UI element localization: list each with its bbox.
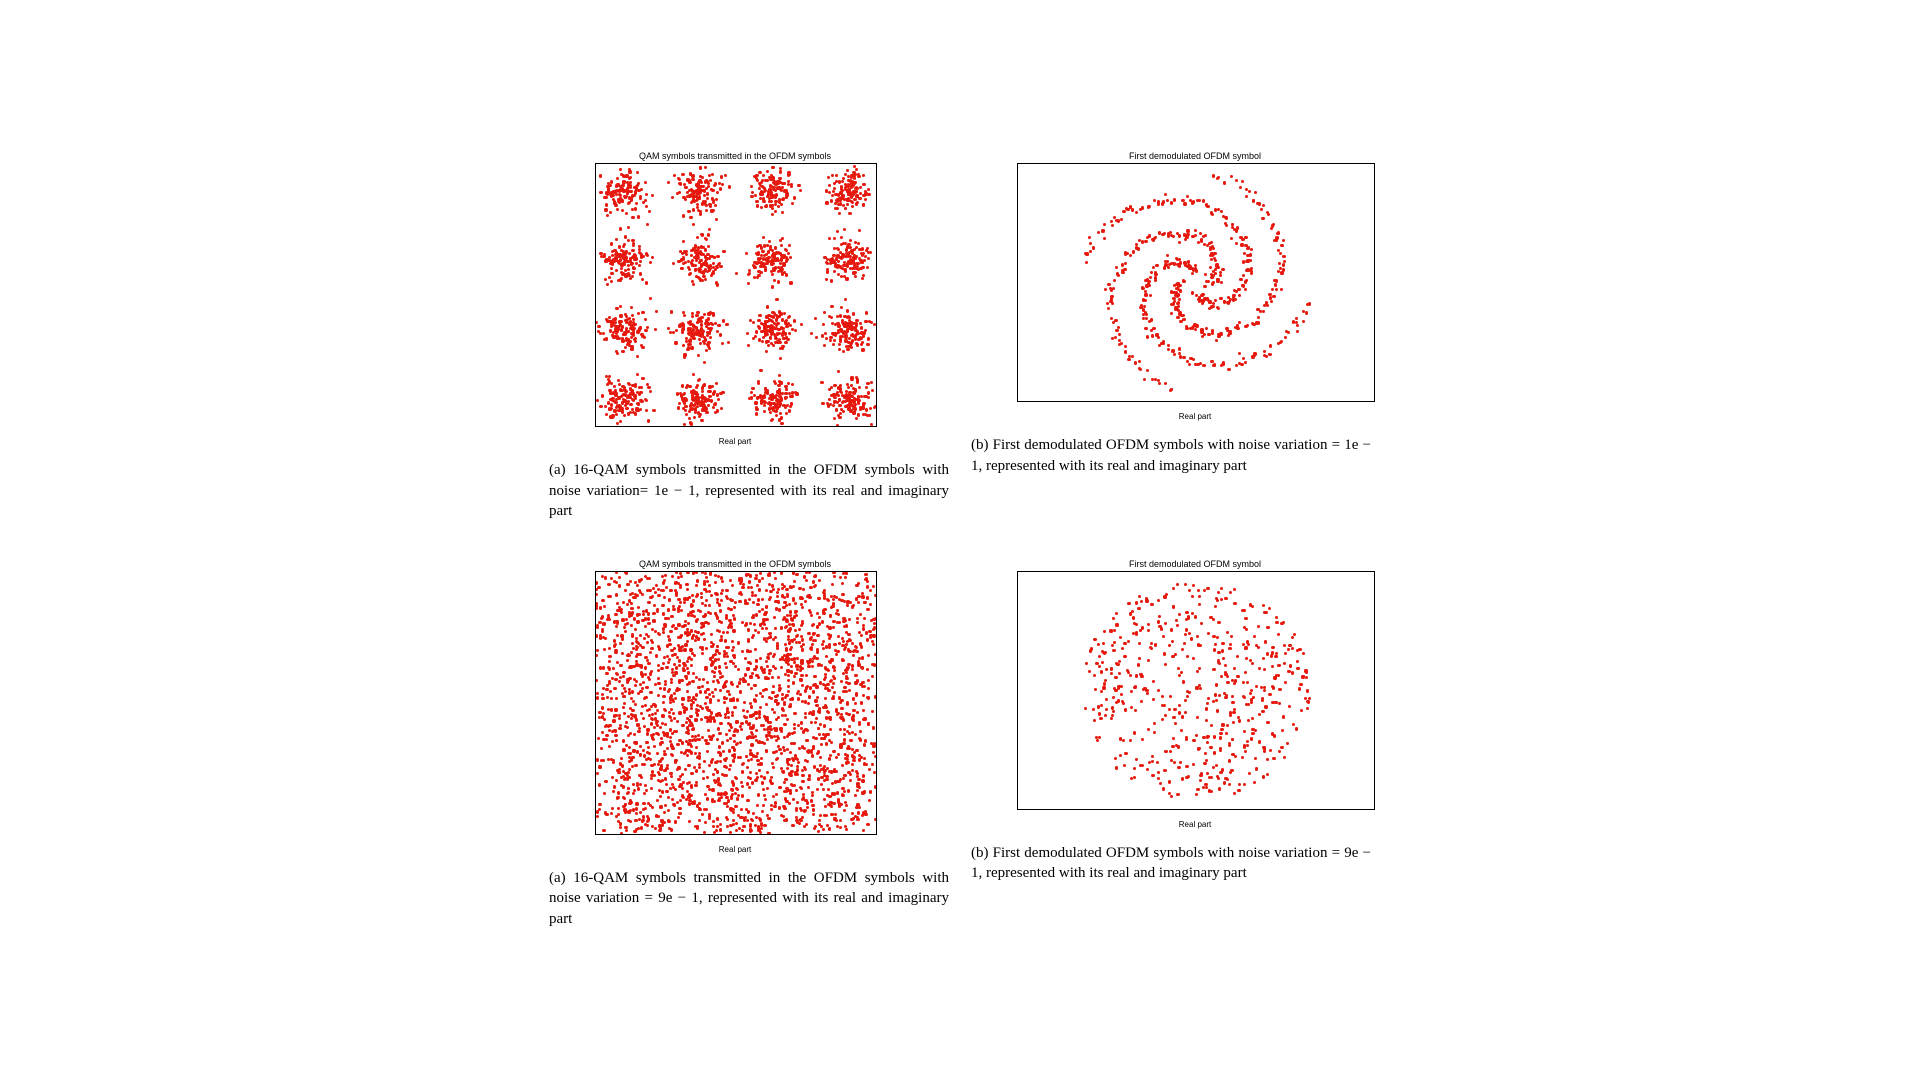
xtick-label: 3 <box>1342 401 1346 402</box>
figure-grid: QAM symbols transmitted in the OFDM symb… <box>549 151 1371 929</box>
xtick-label: −1 <box>619 834 628 835</box>
ytick-label: 1.5 <box>1017 592 1018 601</box>
xtick-label: −1 <box>1126 809 1135 810</box>
xtick-label: 1 <box>846 834 850 835</box>
xtick-label: 0 <box>734 834 738 835</box>
subplot-a1-axes: Imaginary part −1−0.500.51−1−0.500.51 <box>595 163 877 427</box>
xtick-label: −0.5 <box>672 834 688 835</box>
subplot-a1-title: QAM symbols transmitted in the OFDM symb… <box>595 151 875 161</box>
xtick-label: 2 <box>1293 401 1297 402</box>
ytick-label: −1 <box>1017 748 1018 757</box>
ytick-label: 1 <box>1017 624 1018 633</box>
ytick-label: −1 <box>1017 326 1018 335</box>
ytick-label: 0.5 <box>595 238 596 247</box>
xtick-label: 0 <box>734 426 738 427</box>
subplot-a2-axes: Imaginary part −1−0.500.51−1−0.500.51 <box>595 571 877 835</box>
ytick-label: 0 <box>595 291 596 300</box>
ytick-label: 0 <box>1017 686 1018 695</box>
xtick-label: 0.5 <box>786 834 797 835</box>
subplot-b2-axes: Imaginary part −1.5−1−0.500.511.5−2−1012 <box>1017 571 1375 810</box>
subplot-b1-cell: First demodulated OFDM symbol Imaginary … <box>971 151 1371 521</box>
xtick-label: −2 <box>1093 401 1102 402</box>
subplot-a2-cell: QAM symbols transmitted in the OFDM symb… <box>549 559 949 929</box>
ytick-label: 0.5 <box>1017 655 1018 664</box>
subplot-b1-caption: (b) First demodulated OFDM symbols with … <box>971 435 1371 476</box>
subplot-b2-title: First demodulated OFDM symbol <box>1017 559 1373 569</box>
subplot-a1-cell: QAM symbols transmitted in the OFDM symb… <box>549 151 949 521</box>
subplot-a1-caption: (a) 16-QAM symbols transmitted in the OF… <box>549 460 949 521</box>
subplot-b1-wrap: First demodulated OFDM symbol Imaginary … <box>1017 151 1375 421</box>
subplot-a2-wrap: QAM symbols transmitted in the OFDM symb… <box>595 559 877 854</box>
xtick-label: 1 <box>1243 401 1247 402</box>
xtick-label: 0 <box>1194 809 1198 810</box>
ytick-label: 1 <box>595 186 596 195</box>
xtick-label: −1 <box>619 426 628 427</box>
subplot-b2-wrap: First demodulated OFDM symbol Imaginary … <box>1017 559 1375 829</box>
xtick-label: 1 <box>1260 809 1264 810</box>
subplot-b1-axes: Imaginary part −2−1012−3−2−10123 <box>1017 163 1375 402</box>
xtick-label: 0.5 <box>786 426 797 427</box>
subplot-b2-cell: First demodulated OFDM symbol Imaginary … <box>971 559 1371 929</box>
ytick-label: 0 <box>595 699 596 708</box>
xtick-label: 2 <box>1326 809 1330 810</box>
subplot-a2-title: QAM symbols transmitted in the OFDM symb… <box>595 559 875 569</box>
subplot-b1-xlabel: Real part <box>1017 412 1373 421</box>
ytick-label: 2 <box>1017 183 1018 192</box>
ytick-label: −1.5 <box>1017 780 1018 789</box>
ytick-label: −0.5 <box>595 343 596 352</box>
ytick-label: 0 <box>1017 278 1018 287</box>
ytick-label: −2 <box>1017 373 1018 382</box>
subplot-b1-title: First demodulated OFDM symbol <box>1017 151 1373 161</box>
xtick-label: −2 <box>1060 809 1069 810</box>
subplot-a1-wrap: QAM symbols transmitted in the OFDM symb… <box>595 151 877 446</box>
subplot-b2-caption: (b) First demodulated OFDM symbols with … <box>971 843 1371 884</box>
ytick-label: 1 <box>1017 231 1018 240</box>
xtick-label: −1 <box>1142 401 1151 402</box>
page-root: QAM symbols transmitted in the OFDM symb… <box>0 0 1920 1080</box>
xtick-label: −0.5 <box>672 426 688 427</box>
ytick-label: −0.5 <box>1017 717 1018 726</box>
xtick-label: 1 <box>846 426 850 427</box>
subplot-a2-xlabel: Real part <box>595 845 875 854</box>
xtick-label: −3 <box>1043 401 1052 402</box>
subplot-a1-xlabel: Real part <box>595 437 875 446</box>
subplot-b2-xlabel: Real part <box>1017 820 1373 829</box>
subplot-a2-caption: (a) 16-QAM symbols transmitted in the OF… <box>549 868 949 929</box>
xtick-label: 0 <box>1194 401 1198 402</box>
